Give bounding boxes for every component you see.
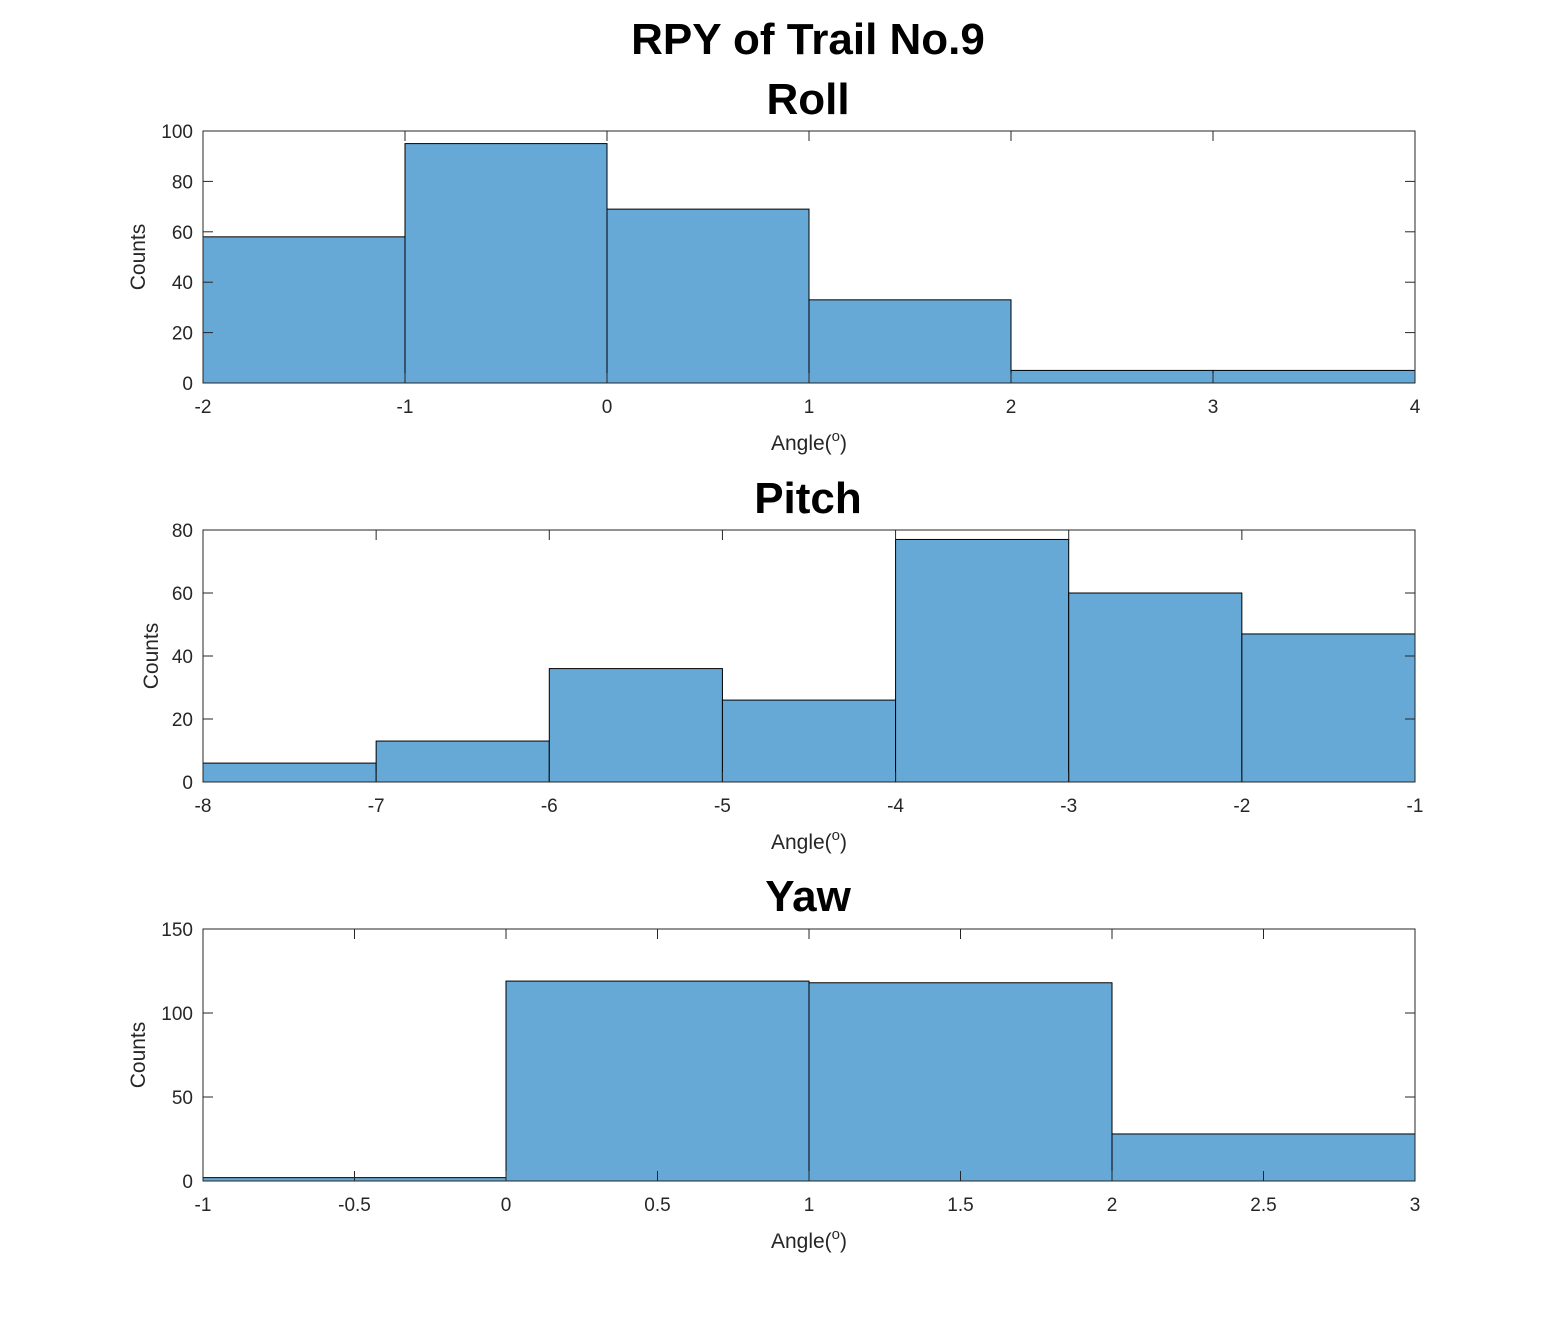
yaw-bar <box>505 980 810 1182</box>
yaw-y-axis-label: Counts <box>127 1022 150 1089</box>
roll-y-tick-label: 60 <box>172 223 193 244</box>
pitch-x-tick-label: -3 <box>1060 796 1077 817</box>
pitch-bar <box>375 740 550 783</box>
pitch-bar <box>895 538 1070 783</box>
yaw-bar <box>808 982 1113 1182</box>
pitch-x-tick-label: -4 <box>887 796 904 817</box>
roll-x-tick-label: 2 <box>1006 397 1017 418</box>
pitch-y-tick-label: 0 <box>182 773 193 794</box>
yaw-y-tick-label: 50 <box>172 1088 193 1109</box>
roll-x-tick-label: 4 <box>1410 397 1421 418</box>
pitch-y-tick-label: 20 <box>172 710 193 731</box>
roll-bar <box>404 143 608 384</box>
yaw-title: Yaw <box>765 872 851 921</box>
yaw-x-axis-label: Angle(o) <box>771 1226 847 1253</box>
roll-y-tick-label: 20 <box>172 324 193 345</box>
roll-x-tick-label: -2 <box>195 397 212 418</box>
roll-bar <box>202 236 406 384</box>
pitch-x-tick-label: -5 <box>714 796 731 817</box>
yaw-y-tick-label: 100 <box>161 1004 193 1025</box>
roll-y-tick-label: 80 <box>172 172 193 193</box>
pitch-x-tick-label: -7 <box>368 796 385 817</box>
yaw-x-tick-label: -1 <box>195 1195 212 1216</box>
pitch-y-tick-label: 60 <box>172 584 193 605</box>
roll-bar <box>606 208 810 384</box>
yaw-x-tick-label: -0.5 <box>338 1195 371 1216</box>
pitch-histogram: Pitch -8 -7 -6 -5 -4 -3 -2 -1 0 20 40 60 80 Angle(o) C… <box>140 474 1423 854</box>
roll-bar <box>808 299 1012 384</box>
roll-y-tick-label: 100 <box>161 122 193 143</box>
roll-bar <box>1212 369 1416 384</box>
yaw-y-tick-label: 0 <box>182 1172 193 1193</box>
pitch-bar <box>1241 633 1416 783</box>
pitch-y-axis-label: Counts <box>140 623 163 690</box>
yaw-x-tick-label: 1 <box>804 1195 815 1216</box>
yaw-x-tick-label: 0.5 <box>644 1195 670 1216</box>
pitch-title: Pitch <box>754 474 862 523</box>
yaw-x-tick-label: 0 <box>501 1195 512 1216</box>
yaw-x-tick-label: 3 <box>1410 1195 1421 1216</box>
pitch-y-tick-label: 40 <box>172 647 193 668</box>
pitch-bar <box>721 699 897 783</box>
roll-y-tick-label: 0 <box>182 374 193 395</box>
roll-title: Roll <box>766 75 849 124</box>
roll-x-tick-label: 3 <box>1208 397 1219 418</box>
yaw-x-tick-label: 2 <box>1107 1195 1118 1216</box>
roll-x-tick-label: -1 <box>397 397 414 418</box>
pitch-x-tick-label: -6 <box>541 796 558 817</box>
pitch-x-tick-label: -2 <box>1233 796 1250 817</box>
yaw-y-tick-label: 150 <box>161 920 193 941</box>
pitch-bar <box>1068 592 1243 783</box>
figure-suptitle: RPY of Trail No.9 <box>631 15 985 64</box>
yaw-x-tick-label: 2.5 <box>1250 1195 1276 1216</box>
pitch-bar <box>202 762 377 783</box>
yaw-histogram: Yaw -1 -0.5 0 0.5 1 1.5 2 2.5 3 0 50 100 150 Angle(o)… <box>127 872 1420 1253</box>
yaw-x-tick-label: 1.5 <box>947 1195 973 1216</box>
roll-x-tick-label: 0 <box>602 397 613 418</box>
roll-bar <box>1010 369 1214 384</box>
pitch-x-axis-label: Angle(o) <box>771 827 847 854</box>
roll-y-tick-label: 40 <box>172 273 193 294</box>
pitch-y-tick-label: 80 <box>172 521 193 542</box>
roll-x-tick-label: 1 <box>804 397 815 418</box>
pitch-bar <box>548 668 723 783</box>
pitch-x-tick-label: -1 <box>1407 796 1424 817</box>
roll-x-axis-label: Angle(o) <box>771 428 847 455</box>
pitch-x-tick-label: -8 <box>195 796 212 817</box>
roll-y-axis-label: Counts <box>127 224 150 291</box>
